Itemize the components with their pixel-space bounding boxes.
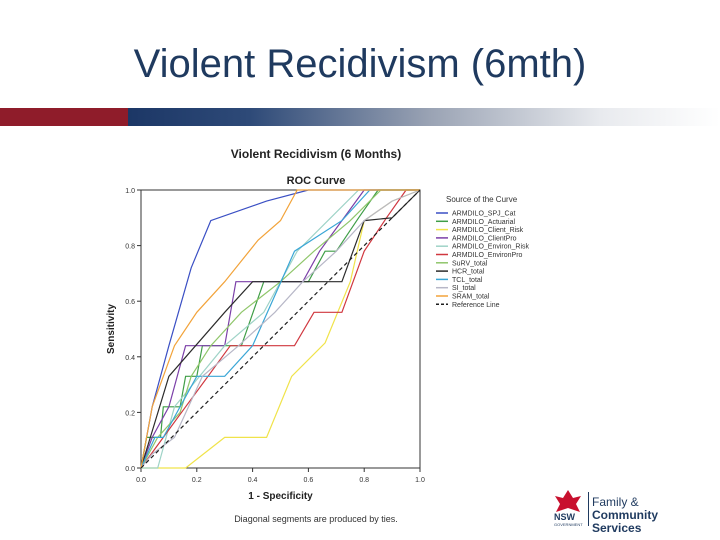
series-line: [140, 189, 420, 469]
legend-entry: ARMDILO_Environ_Risk: [452, 244, 530, 251]
x-tick-label: 0.2: [192, 477, 202, 484]
series-line: [140, 189, 420, 469]
legend-entry: ARMDILO_ClientPro: [452, 235, 517, 242]
series-line: [140, 189, 421, 469]
slide-title: Violent Recidivism (6mth): [133, 42, 587, 86]
legend-entry: ARMDILO_SPJ_Cat: [452, 211, 515, 218]
title-divider-bar: [0, 108, 720, 126]
nsw-fcs-logo: NSW GOVERNMENT Family & Community Servic…: [548, 488, 708, 535]
chart-footnote: Diagonal segments are produced by ties.: [234, 514, 398, 524]
figure-title: Violent Recidivism (6 Months): [231, 147, 401, 161]
legend-entry: HCR_total: [452, 269, 485, 276]
legend-entry: ARMDILO_Client_Risk: [452, 227, 524, 234]
fcs-wordmark: Family & Community Services: [592, 496, 708, 535]
legend-entry: ARMDILO_EnvironPro: [452, 252, 523, 259]
legend-entry: SuRV_total: [452, 260, 488, 267]
legend-entry: Reference Line: [452, 302, 500, 309]
chart-title: ROC Curve: [287, 175, 346, 187]
legend-title: Source of the Curve: [446, 195, 518, 204]
legend-entry: SI_total: [452, 285, 476, 292]
nsw-government-label: GOVERNMENT: [554, 522, 583, 527]
series-line: [141, 189, 420, 469]
series-line: [140, 189, 421, 469]
logo-separator: [588, 492, 589, 526]
x-tick-label: 0.6: [304, 477, 314, 484]
fcs-line-2: Community Services: [592, 508, 658, 535]
x-tick-label: 0.8: [359, 477, 369, 484]
y-tick-label: 0.6: [125, 299, 135, 306]
series-line: [140, 189, 420, 469]
x-tick-label: 0.0: [136, 477, 146, 484]
waratah-icon: [555, 490, 581, 512]
x-tick-label: 0.4: [248, 477, 258, 484]
y-tick-label: 0.4: [125, 355, 135, 362]
legend-entry: SRAM_total: [452, 294, 490, 301]
y-axis-label: Sensitivity: [106, 304, 117, 354]
nsw-mark: NSW: [554, 512, 575, 522]
y-tick-label: 1.0: [125, 188, 135, 195]
x-axis-label: 1 - Specificity: [248, 491, 313, 502]
fcs-line-1: Family &: [592, 495, 639, 509]
legend-entry: TCL_total: [452, 277, 483, 284]
x-tick-label: 1.0: [415, 477, 425, 484]
y-tick-label: 0.0: [125, 466, 135, 473]
legend-entry: ARMDILO_Actuarial: [452, 219, 515, 226]
series-line: [140, 189, 421, 469]
series-line: [140, 189, 420, 469]
y-tick-label: 0.8: [125, 244, 135, 251]
y-tick-label: 0.2: [125, 410, 135, 417]
